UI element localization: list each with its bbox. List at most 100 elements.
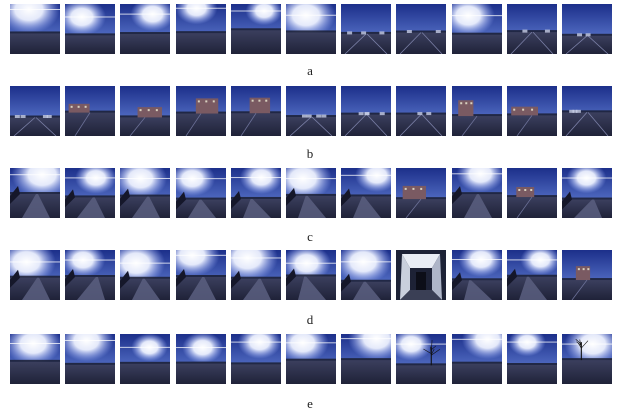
thumbnail-e-5 — [230, 334, 281, 384]
camera-frame-image — [65, 250, 116, 300]
camera-frame-image — [506, 168, 557, 218]
camera-frame-image — [120, 168, 171, 218]
thumbnail-c-5 — [230, 168, 281, 218]
thumbnail-b-10 — [506, 86, 557, 136]
camera-frame-image — [175, 334, 226, 384]
camera-frame-image — [286, 250, 336, 300]
camera-frame-image — [562, 334, 612, 384]
camera-frame-image — [286, 334, 336, 384]
thumbnail-e-2 — [65, 334, 116, 384]
camera-frame-image — [175, 86, 226, 136]
camera-frame-image — [562, 4, 612, 54]
camera-frame-image — [10, 334, 60, 384]
camera-frame-image — [175, 4, 226, 54]
thumbnail-c-2 — [65, 168, 116, 218]
thumbnail-e-11 — [562, 334, 612, 384]
thumbnail-b-2 — [65, 86, 116, 136]
camera-frame-image — [286, 86, 336, 136]
thumbnail-e-3 — [120, 334, 171, 384]
thumbnail-d-2 — [65, 250, 116, 300]
thumbnail-c-9 — [451, 168, 502, 218]
thumbnail-c-8 — [396, 168, 447, 218]
image-row-d — [10, 250, 612, 300]
thumbnail-d-3 — [120, 250, 171, 300]
thumbnail-c-7 — [341, 168, 392, 218]
thumbnail-d-7 — [341, 250, 392, 300]
thumbnail-e-10 — [506, 334, 557, 384]
thumbnail-b-11 — [562, 86, 612, 136]
camera-frame-image — [10, 86, 60, 136]
thumbnail-b-3 — [120, 86, 171, 136]
camera-frame-image — [230, 250, 281, 300]
image-row-b — [10, 86, 612, 136]
camera-frame-image — [396, 334, 447, 384]
camera-frame-image — [286, 4, 336, 54]
thumbnail-c-10 — [506, 168, 557, 218]
thumbnail-d-10 — [506, 250, 557, 300]
row-label-e: e — [307, 396, 313, 411]
thumbnail-e-6 — [286, 334, 336, 384]
thumbnail-d-11 — [562, 250, 612, 300]
thumbnail-b-7 — [341, 86, 392, 136]
thumbnail-a-8 — [396, 4, 447, 54]
thumbnail-a-6 — [286, 4, 336, 54]
thumbnail-b-5 — [230, 86, 281, 136]
thumbnail-d-9 — [451, 250, 502, 300]
thumbnail-a-7 — [341, 4, 392, 54]
camera-frame-image — [286, 168, 336, 218]
thumbnail-b-8 — [396, 86, 447, 136]
thumbnail-a-9 — [451, 4, 502, 54]
thumbnail-d-1 — [10, 250, 60, 300]
camera-frame-image — [396, 4, 447, 54]
camera-frame-image — [65, 334, 116, 384]
thumbnail-a-3 — [120, 4, 171, 54]
thumbnail-a-11 — [562, 4, 612, 54]
thumbnail-c-3 — [120, 168, 171, 218]
camera-frame-image — [396, 168, 447, 218]
camera-frame-image — [10, 250, 60, 300]
camera-frame-image — [10, 4, 60, 54]
thumbnail-b-1 — [10, 86, 60, 136]
camera-frame-image — [506, 250, 557, 300]
row-label-a: a — [307, 63, 313, 78]
camera-frame-image — [396, 250, 447, 300]
camera-frame-image — [562, 86, 612, 136]
thumbnail-d-4 — [175, 250, 226, 300]
camera-frame-image — [396, 86, 447, 136]
camera-frame-image — [451, 86, 502, 136]
camera-frame-image — [65, 168, 116, 218]
thumbnail-b-6 — [286, 86, 336, 136]
camera-frame-image — [451, 4, 502, 54]
thumbnail-e-8 — [396, 334, 447, 384]
camera-frame-image — [120, 334, 171, 384]
camera-frame-image — [230, 334, 281, 384]
thumbnail-c-1 — [10, 168, 60, 218]
camera-frame-image — [451, 334, 502, 384]
thumbnail-b-9 — [451, 86, 502, 136]
image-row-e — [10, 334, 612, 384]
thumbnail-a-2 — [65, 4, 116, 54]
camera-frame-image — [451, 250, 502, 300]
camera-frame-image — [562, 250, 612, 300]
thumbnail-a-4 — [175, 4, 226, 54]
camera-frame-image — [506, 86, 557, 136]
thumbnail-c-11 — [562, 168, 612, 218]
camera-frame-image — [120, 4, 171, 54]
camera-frame-image — [506, 334, 557, 384]
camera-frame-image — [65, 86, 116, 136]
camera-frame-image — [230, 4, 281, 54]
camera-frame-image — [341, 250, 392, 300]
camera-frame-image — [230, 86, 281, 136]
camera-frame-image — [341, 4, 392, 54]
thumbnail-e-4 — [175, 334, 226, 384]
thumbnail-a-10 — [506, 4, 557, 54]
camera-frame-image — [120, 250, 171, 300]
thumbnail-d-5 — [230, 250, 281, 300]
row-label-c: c — [307, 229, 313, 244]
camera-frame-image — [341, 168, 392, 218]
thumbnail-e-1 — [10, 334, 60, 384]
thumbnail-b-4 — [175, 86, 226, 136]
camera-frame-image — [175, 250, 226, 300]
row-label-b: b — [306, 146, 314, 161]
